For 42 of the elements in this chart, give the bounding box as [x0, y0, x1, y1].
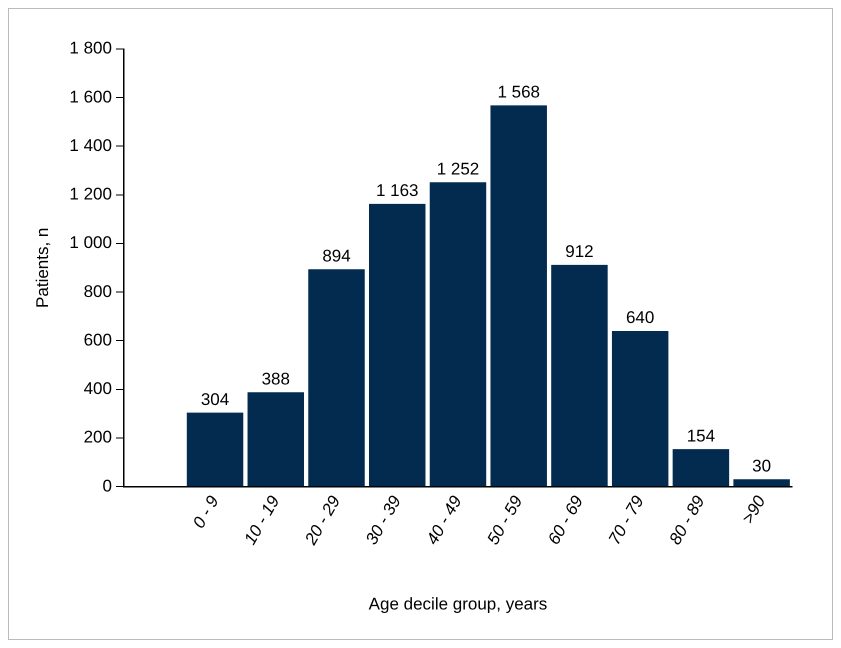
- data-label: 1 252: [436, 159, 480, 178]
- bar: [308, 269, 365, 486]
- bar: [490, 105, 547, 486]
- x-tick-label: 50 - 59: [483, 492, 527, 548]
- bar: [672, 449, 730, 486]
- bar: [186, 412, 244, 486]
- y-tick-label: 600: [84, 330, 112, 350]
- x-tick-label: 30 - 39: [362, 492, 406, 548]
- y-tick-label: 400: [84, 379, 112, 398]
- data-label: 894: [322, 246, 351, 266]
- bar: [612, 330, 668, 486]
- y-tick-label: 0: [102, 476, 112, 496]
- x-tick-label: 0 - 9: [189, 492, 223, 532]
- x-tick-label: 80 - 89: [666, 492, 709, 548]
- y-tick-label: 800: [84, 282, 112, 301]
- x-tick-label: 20 - 29: [300, 492, 344, 549]
- data-label: 640: [626, 308, 654, 328]
- y-tick-label: 1 400: [69, 136, 112, 155]
- bar: [733, 479, 790, 486]
- y-tick-label: 1 000: [69, 233, 112, 252]
- data-label: 304: [200, 390, 230, 409]
- data-label: 388: [262, 369, 290, 388]
- y-axis-title: Patients, n: [32, 228, 52, 308]
- data-label: 30: [752, 456, 772, 476]
- bar: [369, 204, 426, 486]
- x-tick-label: 70 - 79: [604, 492, 648, 548]
- data-label: 154: [686, 426, 716, 446]
- x-tick-label: >90: [738, 492, 770, 528]
- x-axis-title: Age decile group, years: [368, 594, 548, 614]
- y-tick-label: 1 800: [69, 38, 112, 58]
- data-label: 1 163: [376, 181, 419, 200]
- x-tick-label: 40 - 49: [422, 492, 466, 548]
- y-tick-label: 1 200: [69, 184, 112, 204]
- x-tick-label: 10 - 19: [240, 492, 284, 548]
- data-label: 912: [565, 242, 594, 262]
- bar: [430, 182, 486, 486]
- x-tick-label: 60 - 69: [544, 492, 588, 548]
- y-tick-label: 1 600: [69, 87, 112, 106]
- bar: [248, 392, 304, 486]
- bar: [551, 264, 608, 486]
- data-label: 1 568: [497, 82, 540, 102]
- y-tick-label: 200: [84, 428, 112, 447]
